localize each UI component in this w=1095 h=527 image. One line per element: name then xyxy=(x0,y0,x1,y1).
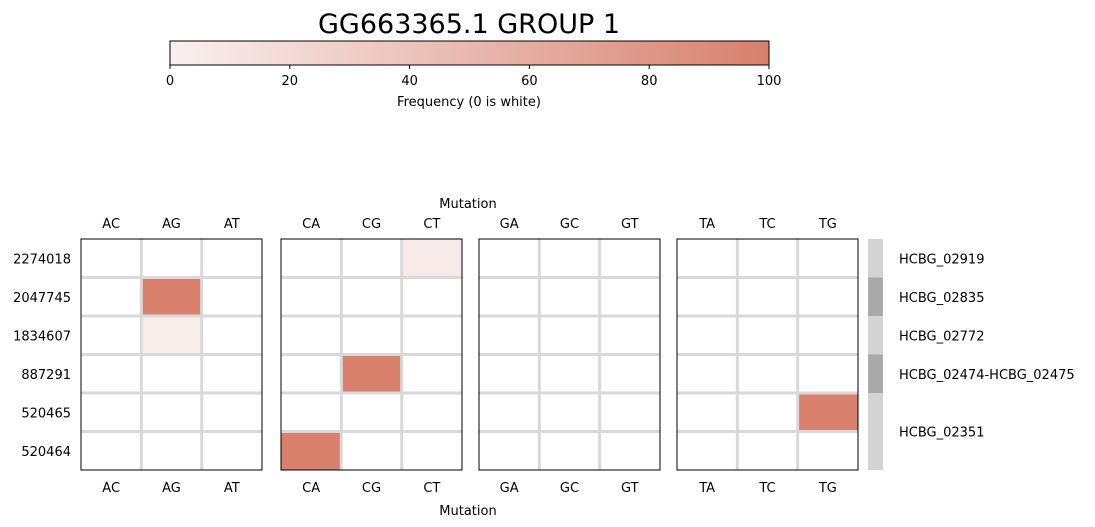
column-label-bottom: CT xyxy=(423,481,440,496)
panel-frame xyxy=(676,238,859,471)
colorbar-tick-label: 20 xyxy=(282,74,299,89)
heatmap-panel: TA TA TC TC TG TG xyxy=(676,217,859,496)
heatmap-cell xyxy=(401,239,462,278)
colorbar-tick-label: 100 xyxy=(757,74,782,89)
heatmap-cell xyxy=(141,316,202,355)
heatmap-panel: AC AC AG AG AT AT xyxy=(80,217,263,496)
column-label-bottom: AT xyxy=(224,481,240,496)
row-label: 520464 xyxy=(21,445,71,460)
row-label: 520465 xyxy=(21,406,71,421)
gene-annotation-label: HCBG_02919 xyxy=(899,252,984,267)
column-label-bottom: TC xyxy=(758,481,775,496)
colorbar-tick-label: 80 xyxy=(641,74,658,89)
column-label-top: TC xyxy=(758,217,775,232)
heatmap-cell xyxy=(281,431,342,470)
row-label: 2047745 xyxy=(13,291,71,306)
row-label: 2274018 xyxy=(13,252,71,267)
column-label-top: AC xyxy=(102,217,120,232)
column-label-top: CT xyxy=(423,217,440,232)
column-label-top: CA xyxy=(302,217,320,232)
panel-frame xyxy=(80,238,263,471)
gene-annotation-label: HCBG_02474-HCBG_02475 xyxy=(899,368,1075,383)
row-label: 887291 xyxy=(21,368,71,383)
gene-annotation-block xyxy=(868,239,883,278)
gene-annotation-label: HCBG_02772 xyxy=(899,329,984,344)
column-label-top: GC xyxy=(560,217,579,232)
column-label-top: TA xyxy=(698,217,715,232)
column-label-bottom: GA xyxy=(500,481,519,496)
panel-frame xyxy=(280,238,463,471)
gene-annotation-block xyxy=(868,316,883,355)
colorbar-label: Frequency (0 is white) xyxy=(397,95,541,110)
colorbar: 0 20 40 60 80 100 Frequency (0 is white) xyxy=(166,40,782,110)
column-label-top: GT xyxy=(621,217,639,232)
gene-annotation-label: HCBG_02351 xyxy=(899,426,984,441)
column-label-bottom: TA xyxy=(698,481,715,496)
colorbar-tick-label: 40 xyxy=(401,74,418,89)
column-label-bottom: CA xyxy=(302,481,320,496)
gene-annotation-block xyxy=(868,277,883,316)
heatmap-cell xyxy=(341,354,402,393)
chart-title: GG663365.1 GROUP 1 xyxy=(318,9,620,40)
heatmap-cell xyxy=(141,277,202,316)
column-label-bottom: CG xyxy=(362,481,381,496)
heatmap-panel: GA GA GC GC GT GT xyxy=(478,217,661,496)
column-label-top: TG xyxy=(818,217,837,232)
x-axis-label-bottom: Mutation xyxy=(439,504,496,519)
gene-annotation-block xyxy=(868,354,883,393)
column-label-top: GA xyxy=(500,217,519,232)
heatmap-panel: CA CA CG CG CT CT xyxy=(280,217,463,496)
column-label-top: AT xyxy=(224,217,240,232)
column-label-bottom: AC xyxy=(102,481,120,496)
gene-annotation-label: HCBG_02835 xyxy=(899,291,984,306)
colorbar-tick-label: 0 xyxy=(166,74,174,89)
column-label-bottom: AG xyxy=(162,481,181,496)
gene-annotation-block xyxy=(868,393,883,470)
column-label-bottom: GC xyxy=(560,481,579,496)
colorbar-tick-label: 60 xyxy=(521,74,538,89)
row-label: 1834607 xyxy=(13,329,71,344)
column-label-top: AG xyxy=(162,217,181,232)
x-axis-label-top: Mutation xyxy=(439,197,496,212)
column-label-bottom: TG xyxy=(818,481,837,496)
colorbar-gradient xyxy=(169,40,770,66)
panel-frame xyxy=(478,238,661,471)
column-label-bottom: GT xyxy=(621,481,639,496)
column-label-top: CG xyxy=(362,217,381,232)
heatmap-cell xyxy=(797,393,858,432)
